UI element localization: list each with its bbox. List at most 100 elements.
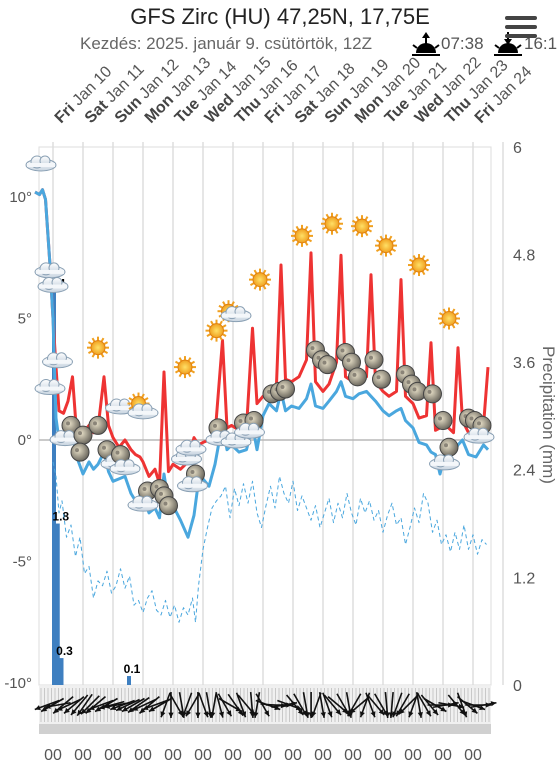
- precipitation-bar-label: 0.3: [56, 644, 73, 658]
- moon-crater: [66, 421, 70, 426]
- moon-icon: [159, 496, 178, 516]
- sun-disc: [252, 272, 268, 288]
- wind-arrow-head: [210, 712, 216, 718]
- wind-arrow: [217, 693, 233, 717]
- sun-disc: [177, 359, 193, 375]
- moon-crater: [93, 421, 97, 426]
- wind-arrow: [70, 694, 89, 716]
- sun-icon: [408, 254, 430, 277]
- hour-label: 00: [284, 747, 302, 764]
- model-run-subtitle: Kezdés: 2025. január 9. csütörtök, 12Z: [80, 34, 373, 53]
- hour-label: 00: [254, 747, 272, 764]
- cloud-icon: [37, 276, 69, 293]
- precipitation-tick-label: 0: [513, 678, 522, 695]
- sunrise-time: 07:38: [441, 34, 484, 53]
- wind-arrow-head: [41, 706, 48, 712]
- wind-arrow-head: [85, 707, 92, 714]
- wind-arrow-head: [195, 712, 201, 718]
- cloud-fill: [430, 461, 459, 466]
- sun-disc: [209, 323, 224, 339]
- precipitation-axis: 6 4.8 3.6 2.4 1.2 0 Precipitation (mm): [513, 140, 558, 695]
- moon-icon: [372, 369, 391, 389]
- cloud-fill: [129, 503, 157, 508]
- wind-arrow: [215, 692, 224, 718]
- wind-arrow-head: [264, 710, 270, 717]
- moon-crater: [154, 484, 159, 489]
- moon-crater: [238, 418, 243, 423]
- precipitation-axis-label: Precipitation (mm): [539, 346, 558, 484]
- wind-arrow-head: [378, 709, 385, 715]
- cloud-fill: [235, 430, 264, 435]
- cloud-fill: [36, 269, 64, 274]
- wind-arrow-head: [121, 706, 128, 712]
- temperature-tick-label: 0°: [18, 432, 32, 449]
- moon-crater: [376, 375, 381, 380]
- moon-disc: [439, 437, 459, 457]
- hamburger-menu-icon[interactable]: [505, 16, 537, 40]
- hour-label: 00: [194, 747, 212, 764]
- moon-crater: [438, 416, 442, 421]
- wind-arrow: [322, 692, 333, 718]
- wind-arrow-head: [160, 711, 166, 718]
- cloud-icon: [109, 459, 141, 476]
- wind-arrow-head: [95, 706, 102, 712]
- wind-arrow-head: [440, 706, 447, 712]
- precipitation-tick-label: 1.2: [513, 570, 535, 587]
- moon-icon: [318, 355, 337, 375]
- sun-icon: [87, 336, 109, 359]
- wind-arrow: [131, 698, 157, 712]
- wind-arrow: [44, 701, 71, 709]
- cloud-fill: [207, 437, 235, 442]
- wind-arrow-head: [241, 711, 247, 718]
- moon-disc: [433, 411, 453, 431]
- hour-label: 00: [314, 747, 332, 764]
- wind-arrow-head: [132, 705, 139, 711]
- moon-crater: [310, 346, 315, 351]
- wind-arrow: [109, 699, 135, 711]
- wind-arrow: [227, 693, 244, 717]
- wind-arrow: [470, 701, 497, 709]
- cloud-fill: [27, 162, 55, 167]
- sun-icon: [375, 234, 397, 257]
- moon-crater: [346, 358, 351, 363]
- moon-disc: [318, 355, 337, 375]
- precipitation-bar: [127, 676, 131, 685]
- plot-area: [38, 146, 492, 686]
- moon-disc: [88, 415, 108, 435]
- cloud-fill: [106, 405, 135, 410]
- moon-crater: [340, 348, 345, 353]
- wind-strip: [34, 686, 497, 734]
- wind-arrow: [198, 692, 209, 718]
- sunset-time: 16:1: [524, 34, 558, 53]
- cloud-icon: [220, 306, 252, 323]
- precipitation-tick-label: 4.8: [513, 247, 535, 264]
- moon-icon: [88, 415, 108, 435]
- moon-crater: [469, 416, 474, 421]
- moon-crater: [477, 421, 481, 426]
- wind-arrow-head: [34, 705, 41, 711]
- temperature-tick-label: -5°: [13, 554, 32, 571]
- cloud-fill: [222, 440, 250, 444]
- wind-arrow: [365, 692, 376, 718]
- cloud-icon: [429, 454, 460, 471]
- sun-icon: [249, 268, 271, 291]
- moon-crater: [400, 370, 405, 375]
- moon-crater: [115, 450, 120, 455]
- moon-disc: [348, 367, 367, 387]
- moon-crater: [267, 389, 271, 394]
- moon-icon: [276, 379, 295, 399]
- wind-arrow: [210, 692, 218, 718]
- wind-arrow-head: [148, 706, 155, 712]
- wind-arrow-head: [127, 707, 134, 713]
- wind-arrow-head: [177, 710, 183, 717]
- wind-arrow: [235, 692, 247, 718]
- sun-icon: [291, 224, 313, 247]
- moon-disc: [372, 369, 391, 389]
- cloud-fill: [36, 386, 64, 391]
- wind-arrow: [195, 692, 201, 718]
- hour-label: 00: [224, 747, 242, 764]
- cloud-fill: [111, 466, 139, 471]
- precipitation-bar: [59, 658, 64, 685]
- wind-arrow-head: [99, 704, 106, 710]
